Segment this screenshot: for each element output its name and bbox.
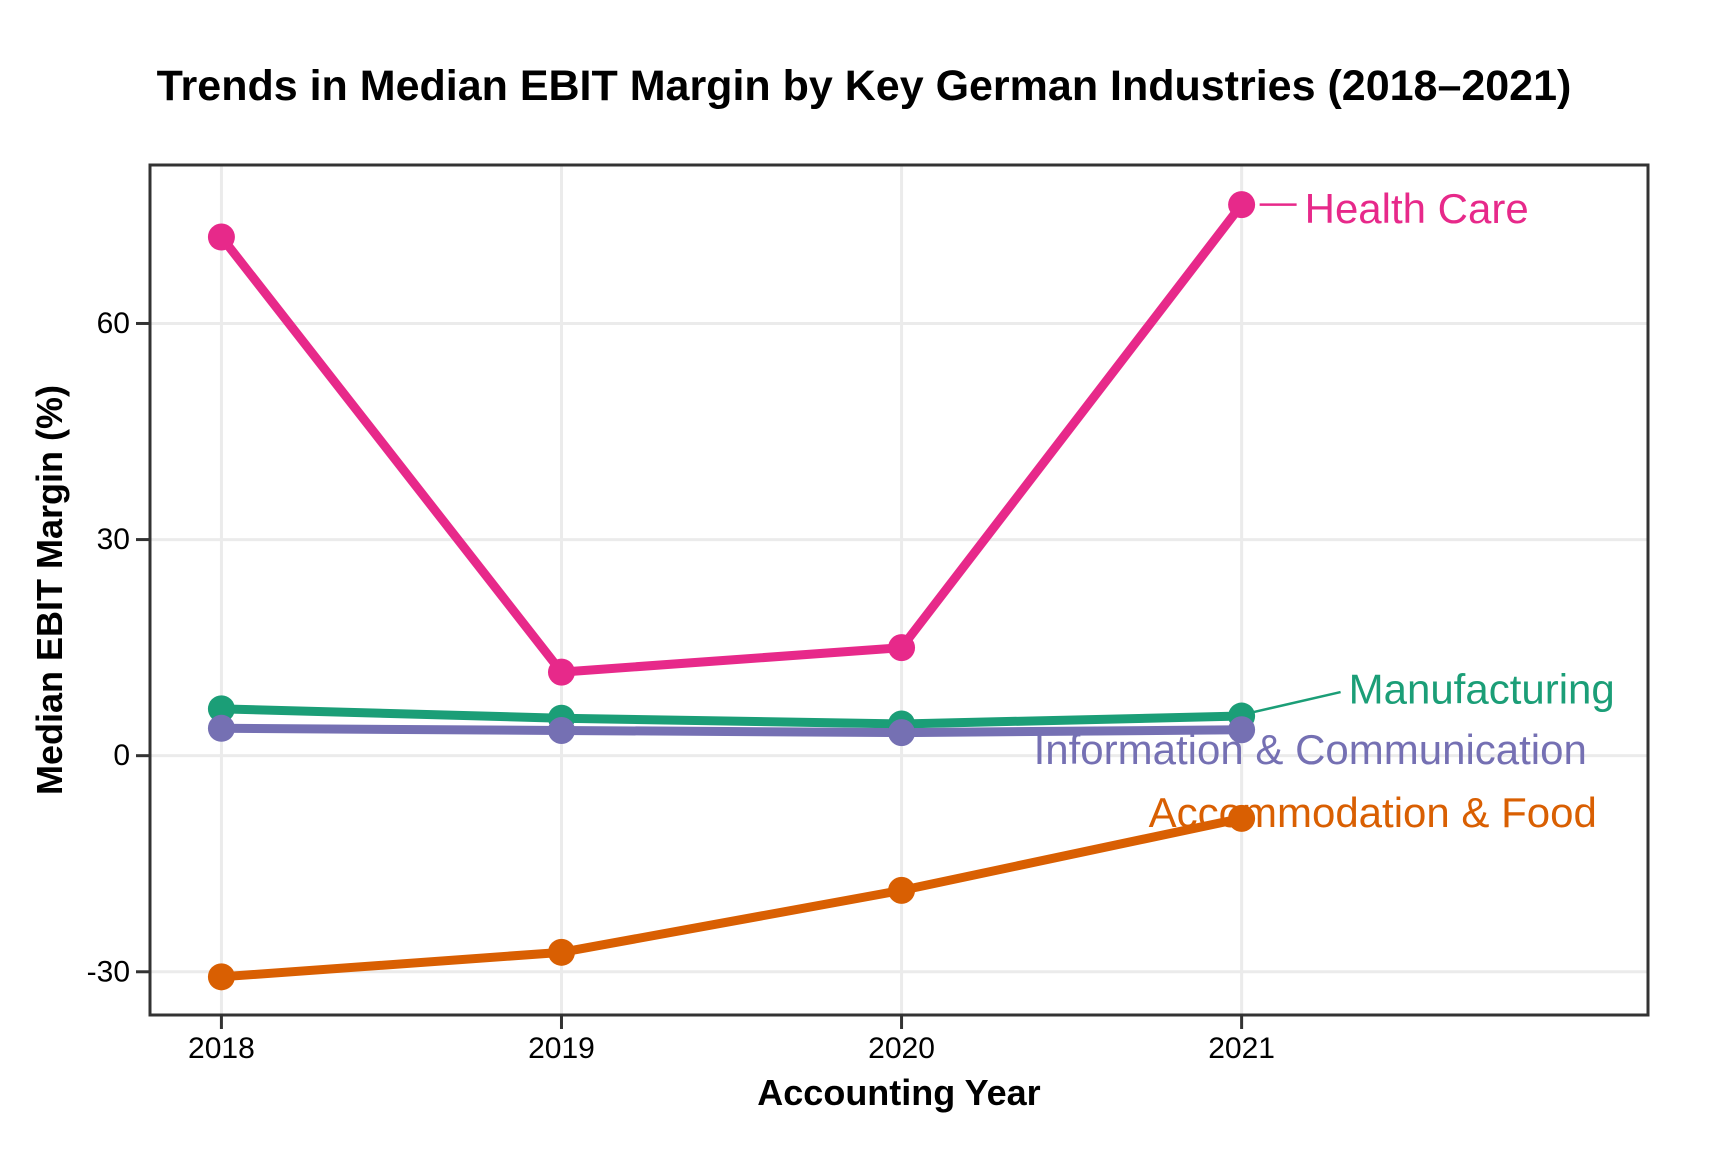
series-label-health-care: Health Care xyxy=(1305,185,1529,232)
y-tick-label: 30 xyxy=(97,523,130,556)
y-tick-label: 0 xyxy=(113,739,130,772)
axis-ticks xyxy=(136,321,1244,1029)
series-line-health-care xyxy=(216,200,1247,677)
series-label-accommodation-food: Accommodation & Food xyxy=(1149,789,1597,836)
data-point-accommodation-food-2021 xyxy=(1228,804,1256,832)
data-point-health-care-2021 xyxy=(1228,191,1256,219)
data-point-health-care-2020 xyxy=(888,634,916,662)
gridlines xyxy=(150,165,1648,1015)
series-line-manufacturing xyxy=(216,704,1247,729)
data-point-health-care-2019 xyxy=(547,658,575,686)
x-tick-label: 2021 xyxy=(1208,1032,1275,1065)
y-tick-label: 60 xyxy=(97,307,130,340)
series-points xyxy=(207,191,1256,991)
data-point-accommodation-food-2018 xyxy=(207,963,235,991)
label-leader-line-manufacturing xyxy=(1253,690,1341,714)
y-tick-label: -30 xyxy=(87,955,130,988)
data-point-health-care-2018 xyxy=(207,223,235,251)
data-point-information-communication-2020 xyxy=(888,719,916,747)
x-axis-title: Accounting Year xyxy=(757,1072,1040,1113)
x-tick-label: 2020 xyxy=(868,1032,935,1065)
y-axis-title: Median EBIT Margin (%) xyxy=(29,385,70,795)
chart-title: Trends in Median EBIT Margin by Key Germ… xyxy=(156,62,1572,110)
tick-labels: -30 0 30 60 2018 2019 2020 2021 xyxy=(87,307,1275,1065)
data-point-information-communication-2019 xyxy=(547,716,575,744)
x-tick-label: 2018 xyxy=(188,1032,255,1065)
series-label-manufacturing: Manufacturing xyxy=(1349,666,1615,713)
panel-border xyxy=(148,163,1650,1017)
data-point-accommodation-food-2020 xyxy=(888,876,916,904)
data-point-manufacturing-2018 xyxy=(207,695,235,723)
series-line-accommodation-food xyxy=(216,813,1247,982)
data-point-accommodation-food-2019 xyxy=(547,938,575,966)
series-lines xyxy=(216,200,1247,982)
x-tick-label: 2019 xyxy=(528,1032,595,1065)
series-line-information-communication xyxy=(216,723,1247,738)
data-point-information-communication-2018 xyxy=(207,714,235,742)
data-point-information-communication-2021 xyxy=(1228,716,1256,744)
